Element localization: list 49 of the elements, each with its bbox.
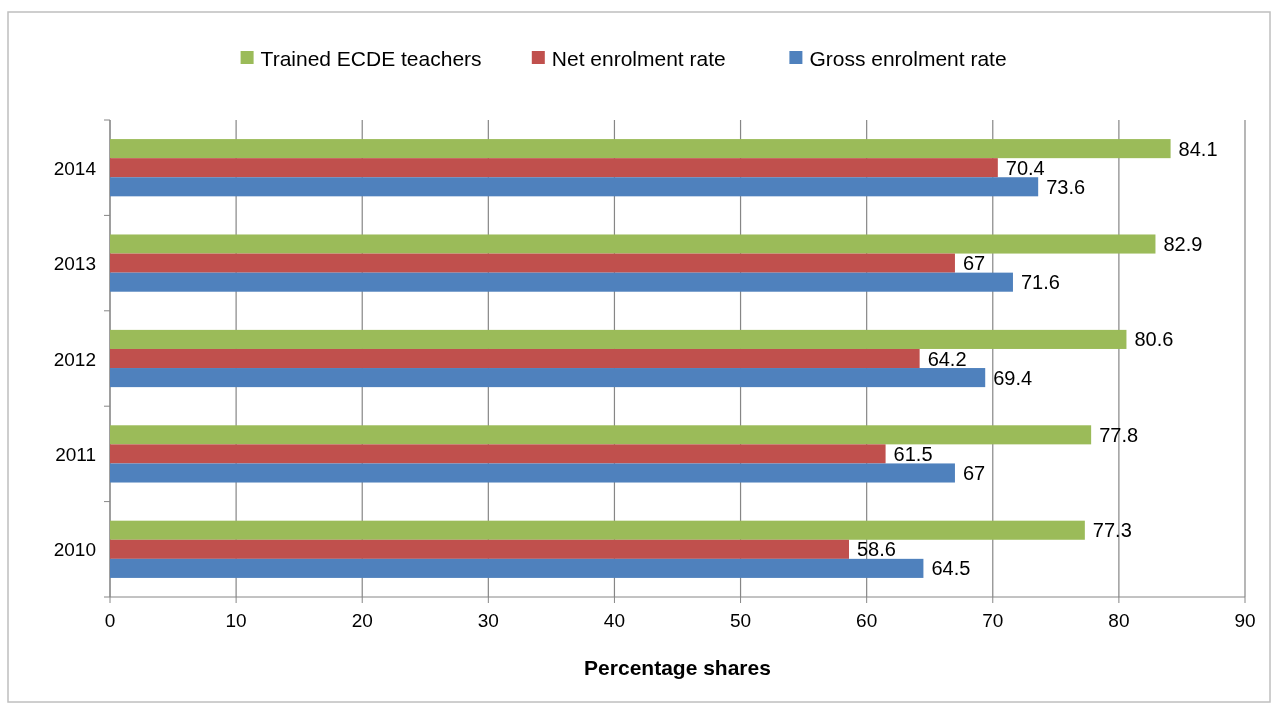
data-label: 77.3	[1092, 519, 1132, 542]
data-label: 64.2	[927, 347, 967, 370]
x-axis-title: Percentage shares	[584, 656, 771, 679]
x-tick-label: 60	[856, 610, 878, 631]
data-label: 67	[962, 252, 986, 275]
x-tick-label: 0	[104, 610, 116, 631]
y-tick-label: 2010	[53, 539, 96, 561]
bar	[110, 329, 1127, 349]
x-tick-label: 90	[1234, 610, 1256, 631]
data-label: 82.9	[1163, 233, 1203, 256]
bar	[110, 425, 1092, 445]
x-tick-label: 20	[351, 610, 373, 631]
bar	[110, 444, 886, 464]
x-tick-label: 10	[225, 610, 247, 631]
bar	[110, 520, 1085, 540]
bar	[110, 272, 1013, 292]
bar	[110, 539, 850, 559]
bar	[110, 253, 955, 273]
x-tick-label: 70	[982, 610, 1004, 631]
legend-label: Gross enrolment rate	[809, 47, 1007, 70]
data-label: 61.5	[893, 442, 933, 465]
y-tick-label: 2011	[55, 443, 96, 465]
data-label: 73.6	[1046, 175, 1086, 198]
bar	[110, 234, 1156, 254]
legend-label: Net enrolment rate	[551, 47, 726, 70]
bar	[110, 558, 924, 578]
bar	[110, 177, 1039, 197]
data-label: 80.6	[1134, 328, 1174, 351]
x-tick-label: 30	[477, 610, 499, 631]
x-tick-label: 50	[729, 610, 752, 631]
data-label: 71.6	[1020, 271, 1060, 294]
bar	[110, 139, 1171, 159]
data-label: 84.1	[1178, 137, 1218, 160]
y-tick-label: 2012	[53, 348, 96, 370]
data-label: 58.6	[857, 538, 896, 561]
data-label: 69.4	[993, 366, 1033, 389]
bar	[110, 158, 998, 178]
bar	[110, 463, 955, 483]
y-tick-label: 2013	[53, 253, 96, 275]
legend-label: Trained ECDE teachers	[260, 47, 482, 70]
data-label: 70.4	[1005, 156, 1045, 179]
data-label: 67	[962, 461, 986, 484]
y-tick-label: 2014	[53, 157, 97, 179]
data-label: 77.8	[1099, 423, 1139, 446]
data-label: 64.5	[931, 557, 971, 580]
bar	[110, 348, 920, 369]
x-tick-label: 80	[1108, 610, 1130, 631]
x-tick-label: 40	[603, 610, 626, 631]
bar	[110, 368, 986, 388]
